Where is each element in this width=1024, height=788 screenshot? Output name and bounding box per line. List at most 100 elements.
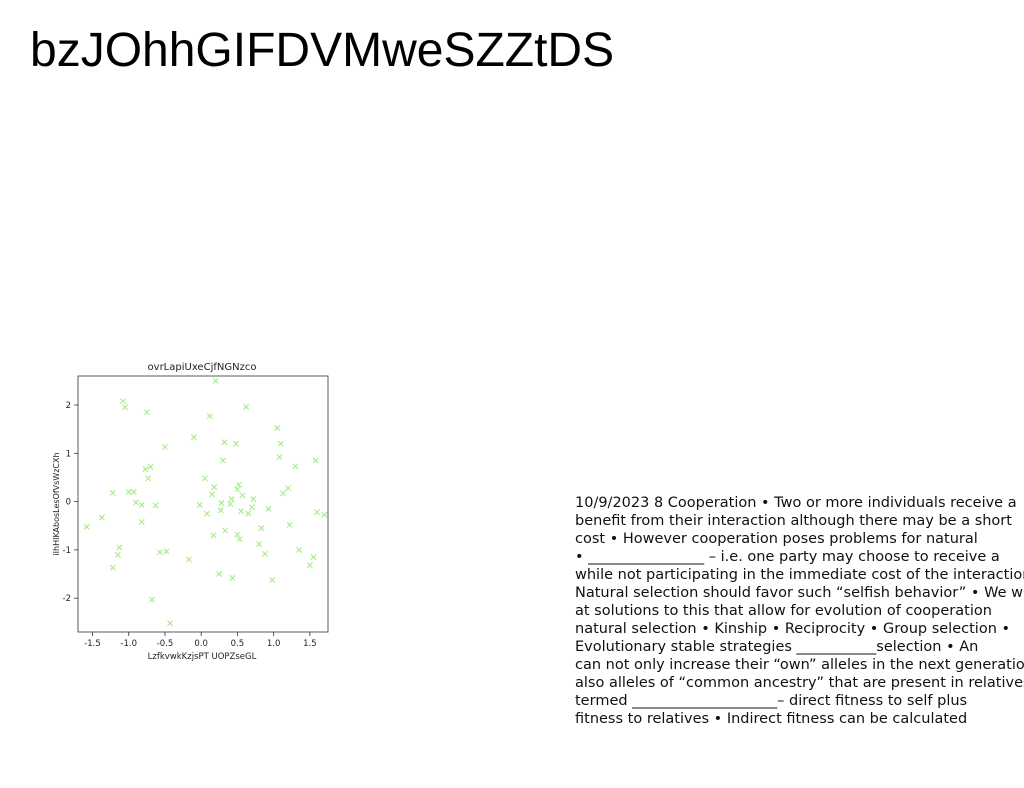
body-text-line: also alleles of “common ancestry” that a… [575,675,1024,691]
scatter-point [292,463,299,470]
y-tick-label: 0 [66,498,71,508]
body-text-line: natural selection • Kinship • Reciprocit… [575,621,1011,637]
scatter-point [296,546,303,553]
x-tick-label: 1.0 [267,639,281,649]
scatter-point [122,404,129,411]
scatter-point [256,541,263,548]
scatter-point [148,596,155,603]
scatter-point [130,488,137,495]
scatter-point [286,521,293,528]
scatter-point [248,504,255,511]
scatter-point [277,440,284,447]
scatter-point [217,507,224,514]
scatter-point [265,505,272,512]
body-text-line: termed ____________________– direct fitn… [575,693,968,709]
scatter-point [210,532,217,539]
scatter-point [235,481,242,488]
scatter-point [274,425,281,432]
scatter-point [234,486,241,493]
scatter-point [83,523,90,530]
body-text-line: 10/9/2023 8 Cooperation • Two or more in… [575,495,1017,511]
y-axis-ticks: -2 -1 0 1 2 [63,401,78,604]
scatter-point [228,496,235,503]
scatter-point [125,488,132,495]
scatter-point [119,398,126,405]
scatter-point [276,454,283,461]
body-text-line: • ________________ – i.e. one party may … [575,549,1000,565]
scatter-point [190,434,197,441]
scatter-point [216,571,223,578]
body-text-line: benefit from their interaction although … [575,513,1012,529]
x-tick-label: -1.0 [120,639,137,649]
scatter-point [245,510,252,517]
scatter-point [145,475,152,482]
y-tick-label: 1 [66,449,71,459]
scatter-point [314,509,321,516]
scatter-point [227,501,234,507]
x-tick-label: -0.5 [157,639,174,649]
x-tick-label: -1.5 [84,639,101,649]
scatter-point [261,550,268,557]
scatter-point [222,527,229,534]
scatter-point [109,489,116,496]
scatter-point [206,413,213,420]
y-tick-label: -1 [63,546,71,556]
scatter-point [243,403,250,410]
scatter-point [152,502,159,509]
scatter-point [312,457,319,464]
y-axis-label: iIhHIKAbosLesOfVsWzCXh [52,452,61,555]
scatter-point [167,620,174,627]
scatter-point [236,536,243,543]
scatter-point [156,549,163,556]
x-tick-label: 1.5 [303,639,317,649]
scatter-point [280,490,287,497]
scatter-point [211,484,218,491]
x-axis-label: LzfkvwkKzjsPT UOPZseGL [148,652,257,662]
scatter-chart-svg: ovrLapiUxeCjfNGNzco -1.5 -1.0 -0.5 0.0 0.5 1.… [52,362,329,662]
scatter-point [142,466,149,473]
body-text-line: Natural selection should favor such “sel… [575,585,1024,601]
scatter-point [98,514,105,521]
scatter-point [114,551,121,558]
scatter-point [109,564,116,571]
scatter-point [221,439,228,446]
scatter-point [163,548,170,555]
scatter-point [238,508,245,515]
scatter-point [161,444,168,450]
scatter-point [116,544,123,551]
scatter-point [132,499,139,506]
scatter-point [269,576,276,583]
body-text-line: can not only increase their “own” allele… [575,657,1024,673]
y-tick-label: 2 [66,401,71,411]
chart-title: ovrLapiUxeCjfNGNzco [148,362,257,373]
plot-area-frame [77,375,329,633]
scatter-point [196,501,203,508]
scatter-point [258,525,265,532]
scatter-point [201,475,208,482]
scatter-point [306,562,313,569]
body-text-line: at solutions to this that allow for evol… [575,603,992,619]
scatter-point [147,463,154,470]
scatter-point [218,500,225,507]
body-text-line: while not participating in the immediate… [575,567,1024,583]
slide-body-text: 10/9/2023 8 Cooperation • Two or more in… [575,494,1024,728]
scatter-points [83,377,328,627]
scatter-point [250,496,257,503]
scatter-point [232,440,239,447]
scatter-point [138,518,145,525]
scatter-point [138,501,145,508]
scatter-point [229,574,236,581]
scatter-point [285,485,292,492]
scatter-point [203,510,210,517]
x-tick-label: 0.0 [194,639,208,649]
scatter-point [209,491,216,498]
scatter-point [219,457,226,464]
page-title: bzJOhhGIFDVMweSZZtDS [30,24,615,77]
scatter-point [234,531,241,538]
body-text-line: fitness to relatives • Indirect fitness … [575,711,968,727]
body-text-line: cost • However cooperation poses problem… [575,531,978,547]
scatter-point [321,511,328,518]
scatter-point [310,554,317,561]
scatter-point [185,556,192,563]
x-axis-ticks: -1.5 -1.0 -0.5 0.0 0.5 1.0 1.5 [84,632,317,649]
